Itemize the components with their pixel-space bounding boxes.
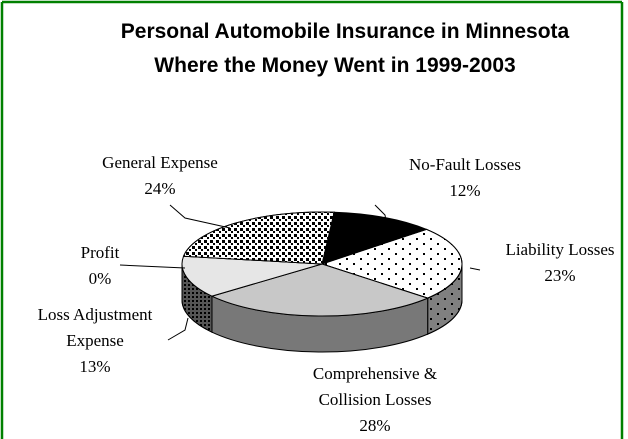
- value-label: 12%: [449, 181, 481, 200]
- category-label: General Expense: [102, 153, 218, 172]
- slice-label: General Expense 24%: [80, 150, 240, 202]
- slice-pattern: [320, 228, 463, 299]
- category-label: Liability Losses: [505, 240, 615, 259]
- value-label: 23%: [544, 266, 576, 285]
- slice-label: Loss Adjustment Expense 13%: [10, 302, 180, 380]
- category-label: No-Fault Losses: [409, 155, 521, 174]
- pie: [181, 211, 463, 353]
- slice-label: Comprehensive & Collision Losses 28%: [280, 361, 470, 439]
- slice-pattern: [182, 211, 335, 265]
- leader-lines: [119, 204, 481, 341]
- value-label: 28%: [359, 416, 391, 435]
- slice: [321, 211, 428, 265]
- value-label: 0%: [88, 269, 112, 288]
- value-label: 13%: [79, 357, 111, 376]
- slice: [181, 255, 323, 297]
- slice-label: Liability Losses 23%: [480, 237, 628, 289]
- category-label: Profit: [80, 243, 120, 262]
- slice-label: Profit 0%: [40, 240, 160, 292]
- category-label: Comprehensive & Collision Losses: [312, 364, 438, 409]
- slice: [210, 263, 430, 317]
- category-label: Loss Adjustment Expense: [37, 305, 153, 350]
- chart-subtitle: Where the Money Went in 1999-2003: [154, 54, 515, 77]
- slice-label: No-Fault Losses 12%: [390, 152, 540, 204]
- value-label: 24%: [144, 179, 176, 198]
- chart-title: Personal Automobile Insurance in Minneso…: [121, 20, 570, 43]
